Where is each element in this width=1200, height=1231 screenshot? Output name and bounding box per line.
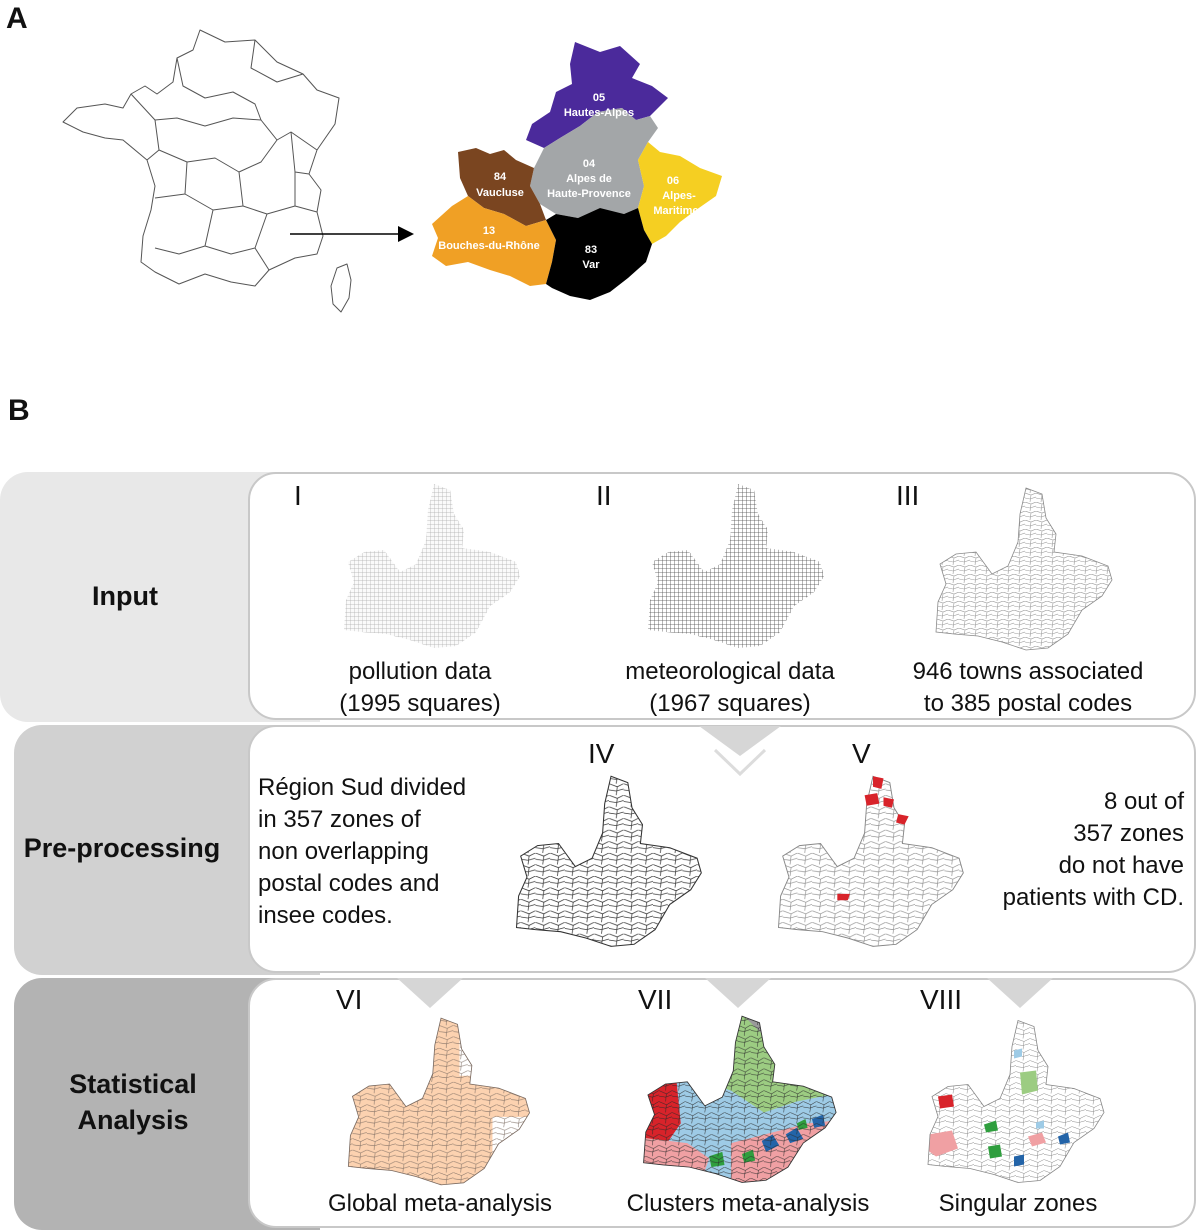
numeral-iii: III xyxy=(896,480,920,511)
numeral-viii: VIII xyxy=(920,984,963,1015)
preprocessing-description-line1: Région Sud divided xyxy=(258,774,467,801)
dept-05-hautes-alpes xyxy=(526,42,668,148)
dept-04-code: 04 xyxy=(583,158,596,170)
caption-towns-line2: to 385 postal codes xyxy=(923,690,1133,717)
panel-b-letter: B xyxy=(8,394,30,427)
meteorological-grid-map xyxy=(648,484,824,648)
dept-06-alpes-maritimes xyxy=(638,142,722,244)
dept-83-code: 83 xyxy=(585,244,597,256)
missing-patients-note: 8 out of 357 zones do not have patients … xyxy=(964,786,1184,914)
numeral-iv: IV xyxy=(588,738,615,769)
caption-global-meta-analysis: Global meta-analysis xyxy=(327,1190,553,1217)
numeral-vii: VII xyxy=(638,984,673,1015)
panel-a-letter: A xyxy=(6,2,28,35)
dept-84-code: 84 xyxy=(494,171,507,183)
zones-without-patients xyxy=(837,776,909,901)
chevron-down-icon xyxy=(397,978,463,1008)
caption-meteorological-line1: meteorological data xyxy=(625,658,835,685)
preprocessing-description-line4: postal codes and xyxy=(258,870,440,897)
caption-pollution-line2: (1995 squares) xyxy=(339,690,501,717)
towns-map xyxy=(935,487,1113,651)
caption-pollution: pollution data (1995 squares) xyxy=(300,656,540,720)
dept-13-code: 13 xyxy=(483,225,495,237)
stage-label-analysis: Statistical Analysis xyxy=(30,1066,236,1138)
dept-06-name-line2: Maritimes xyxy=(653,205,704,217)
caption-meteorological: meteorological data (1967 squares) xyxy=(600,656,860,720)
dept-83-var xyxy=(546,208,652,300)
preprocessing-description-line2: in 357 zones of xyxy=(258,806,421,833)
pollution-grid-map xyxy=(344,484,520,648)
zones-without-patients-map xyxy=(777,775,964,947)
numeral-i: I xyxy=(294,480,302,511)
dept-06-name-line1: Alpes- xyxy=(662,190,696,202)
clusters-meta-analysis-map xyxy=(643,1015,837,1183)
dept-13-name: Bouches-du-Rhône xyxy=(438,240,539,252)
paca-region-map: 05 Hautes-Alpes 04 Alpes de Haute-Proven… xyxy=(432,42,722,300)
dept-05-name: Hautes-Alpes xyxy=(564,107,634,119)
caption-towns-line1: 946 towns associated xyxy=(912,658,1144,685)
dept-06-code: 06 xyxy=(667,175,679,187)
caption-pollution-line1: pollution data xyxy=(348,658,492,685)
chevron-down-icon xyxy=(987,978,1053,1008)
dept-83-name: Var xyxy=(582,259,600,271)
caption-clusters-meta-analysis: Clusters meta-analysis xyxy=(626,1190,870,1217)
dept-05-code: 05 xyxy=(593,92,605,104)
stage-label-analysis-line2: Analysis xyxy=(77,1105,189,1135)
global-meta-analysis-map xyxy=(347,1017,530,1186)
stage-label-analysis-line1: Statistical xyxy=(69,1069,197,1099)
dept-04-name-line2: Haute-Provence xyxy=(547,188,631,200)
missing-patients-note-line2: 357 zones xyxy=(1073,820,1184,847)
preprocessing-description: Région Sud divided in 357 zones of non o… xyxy=(258,772,508,932)
numeral-v: V xyxy=(852,738,871,769)
caption-towns: 946 towns associated to 385 postal codes xyxy=(890,656,1166,720)
stage-label-input: Input xyxy=(92,581,158,611)
numeral-ii: II xyxy=(596,480,612,511)
dept-04-alpes-de-haute-provence xyxy=(530,108,658,218)
arrow-right-icon xyxy=(290,226,414,242)
dept-04-name-line1: Alpes de xyxy=(566,173,612,185)
flow-chevron-icon xyxy=(699,726,781,777)
preprocessing-description-line3: non overlapping xyxy=(258,838,429,865)
france-map xyxy=(62,29,352,313)
caption-singular-zones: Singular zones xyxy=(938,1190,1098,1217)
singular-zones-map xyxy=(927,1019,1105,1183)
preprocessing-description-line5: insee codes. xyxy=(258,902,393,929)
dept-84-vaucluse xyxy=(458,148,546,226)
missing-patients-note-line4: patients with CD. xyxy=(1002,884,1184,911)
numeral-vi: VI xyxy=(336,984,363,1015)
dept-84-name: Vaucluse xyxy=(476,187,524,199)
dept-13-bouches-du-rhone xyxy=(432,196,556,286)
missing-patients-note-line1: 8 out of xyxy=(1103,788,1184,815)
missing-patients-note-line3: do not have xyxy=(1058,852,1184,879)
zones-map xyxy=(515,775,702,947)
caption-meteorological-line2: (1967 squares) xyxy=(649,690,811,717)
chevron-down-icon xyxy=(705,978,771,1008)
stage-label-preprocessing: Pre-processing xyxy=(23,833,221,863)
